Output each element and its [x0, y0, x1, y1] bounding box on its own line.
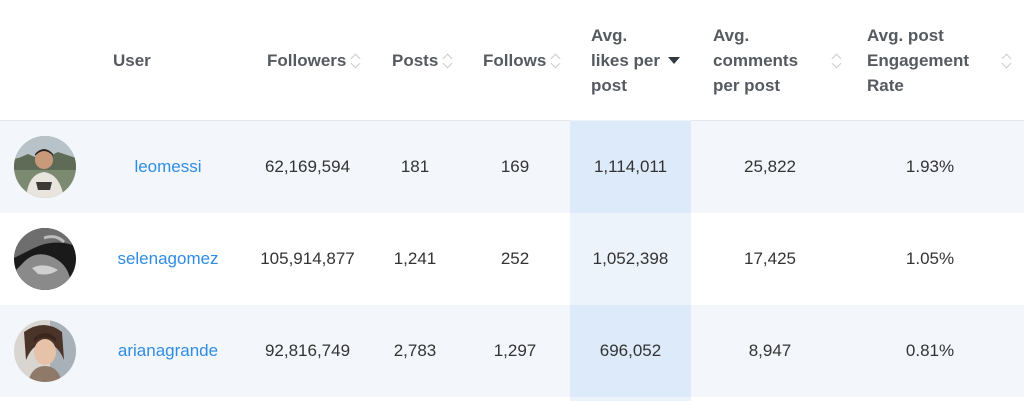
followers-value: 105,914,877 — [260, 249, 355, 268]
avg-likes-value: 1,114,011 — [593, 157, 668, 176]
username-link[interactable]: arianagrande — [117, 341, 219, 360]
column-header-avg-likes[interactable]: Avg. likes per post — [591, 0, 680, 120]
table-row — [0, 305, 1024, 397]
sort-icon[interactable] — [1001, 52, 1013, 68]
sort-icon[interactable] — [831, 52, 843, 68]
followers-value: 62,169,594 — [264, 157, 351, 176]
sort-icon[interactable] — [442, 52, 454, 68]
column-header-posts[interactable]: Posts — [392, 0, 454, 120]
follows-value: 169 — [500, 157, 530, 176]
engagement-rate-value: 1.05% — [905, 249, 955, 268]
column-header-avg-comments[interactable]: Avg. comments per post — [713, 0, 843, 120]
column-header-user: User — [113, 50, 151, 70]
username-link[interactable]: selenagomez — [117, 249, 219, 268]
sorted-cell-highlight — [570, 121, 691, 213]
posts-value: 1,241 — [393, 249, 437, 268]
sorted-cell-highlight — [570, 305, 691, 397]
sort-icon[interactable] — [350, 52, 362, 68]
avatar[interactable] — [14, 320, 76, 382]
table-row — [0, 121, 1024, 213]
user-cell[interactable]: leomessi — [108, 121, 228, 213]
posts-value: 181 — [400, 157, 430, 176]
posts-value: 2,783 — [393, 341, 437, 360]
followers-value: 92,816,749 — [264, 341, 351, 360]
avatar[interactable] — [14, 136, 76, 198]
avatar[interactable] — [14, 228, 76, 290]
avg-likes-value: 1,052,398 — [592, 249, 669, 268]
follows-value: 1,297 — [493, 341, 537, 360]
avg-likes-value: 696,052 — [599, 341, 662, 360]
avg-comments-value: 8,947 — [748, 341, 792, 360]
follows-value: 252 — [500, 249, 530, 268]
column-header-engagement-rate[interactable]: Avg. post Engagement Rate — [867, 0, 1013, 120]
engagement-rate-value: 1.93% — [905, 157, 955, 176]
sort-descending-icon[interactable] — [668, 56, 680, 64]
avg-comments-value: 17,425 — [744, 249, 796, 268]
table-header: User Followers Posts Follows Avg. likes … — [0, 0, 1024, 121]
avg-comments-value: 25,822 — [744, 157, 796, 176]
sort-icon[interactable] — [550, 52, 562, 68]
column-header-follows[interactable]: Follows — [483, 0, 562, 120]
user-cell[interactable]: arianagrande — [108, 305, 228, 397]
engagement-rate-value: 0.81% — [905, 341, 955, 360]
column-header-followers[interactable]: Followers — [267, 0, 362, 120]
user-cell[interactable]: selenagomez — [108, 213, 228, 305]
username-link[interactable]: leomessi — [134, 157, 202, 176]
